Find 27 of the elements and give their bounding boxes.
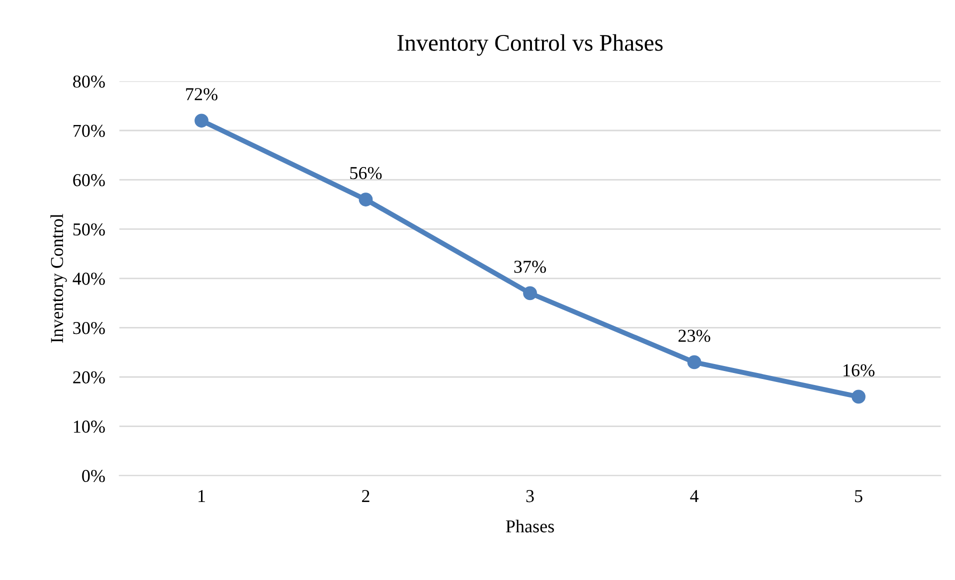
y-tick-label: 0% — [82, 470, 105, 482]
x-tick-label: 3 — [526, 490, 534, 502]
y-axis-title: Inventory Control — [50, 214, 67, 343]
data-label: 23% — [678, 330, 710, 342]
y-tick-label: 40% — [72, 272, 105, 285]
y-tick-label: 50% — [73, 223, 105, 236]
x-tick-label: 2 — [362, 490, 370, 502]
y-tick-label: 70% — [74, 124, 105, 137]
data-label: 56% — [350, 167, 382, 180]
y-tick-label: 10% — [74, 420, 105, 433]
y-tick-label: 20% — [73, 371, 105, 384]
chart-title: Inventory Control vs Phases — [397, 34, 663, 56]
y-tick-label: 60% — [73, 174, 105, 186]
point — [194, 114, 208, 128]
point — [358, 192, 373, 206]
point — [687, 355, 702, 370]
y-tick-label: 30% — [73, 322, 105, 334]
x-tick-label: 1 — [198, 490, 205, 502]
data-label: 16% — [844, 364, 874, 376]
data-label: 72% — [186, 88, 218, 100]
x-axis-title: Phases — [506, 520, 554, 532]
point — [852, 390, 866, 404]
point — [523, 286, 537, 300]
x-tick-label: 5 — [855, 490, 862, 502]
data-label: 37% — [514, 260, 546, 273]
x-tick-label: 4 — [690, 490, 699, 502]
y-tick-label: 80% — [73, 75, 105, 88]
